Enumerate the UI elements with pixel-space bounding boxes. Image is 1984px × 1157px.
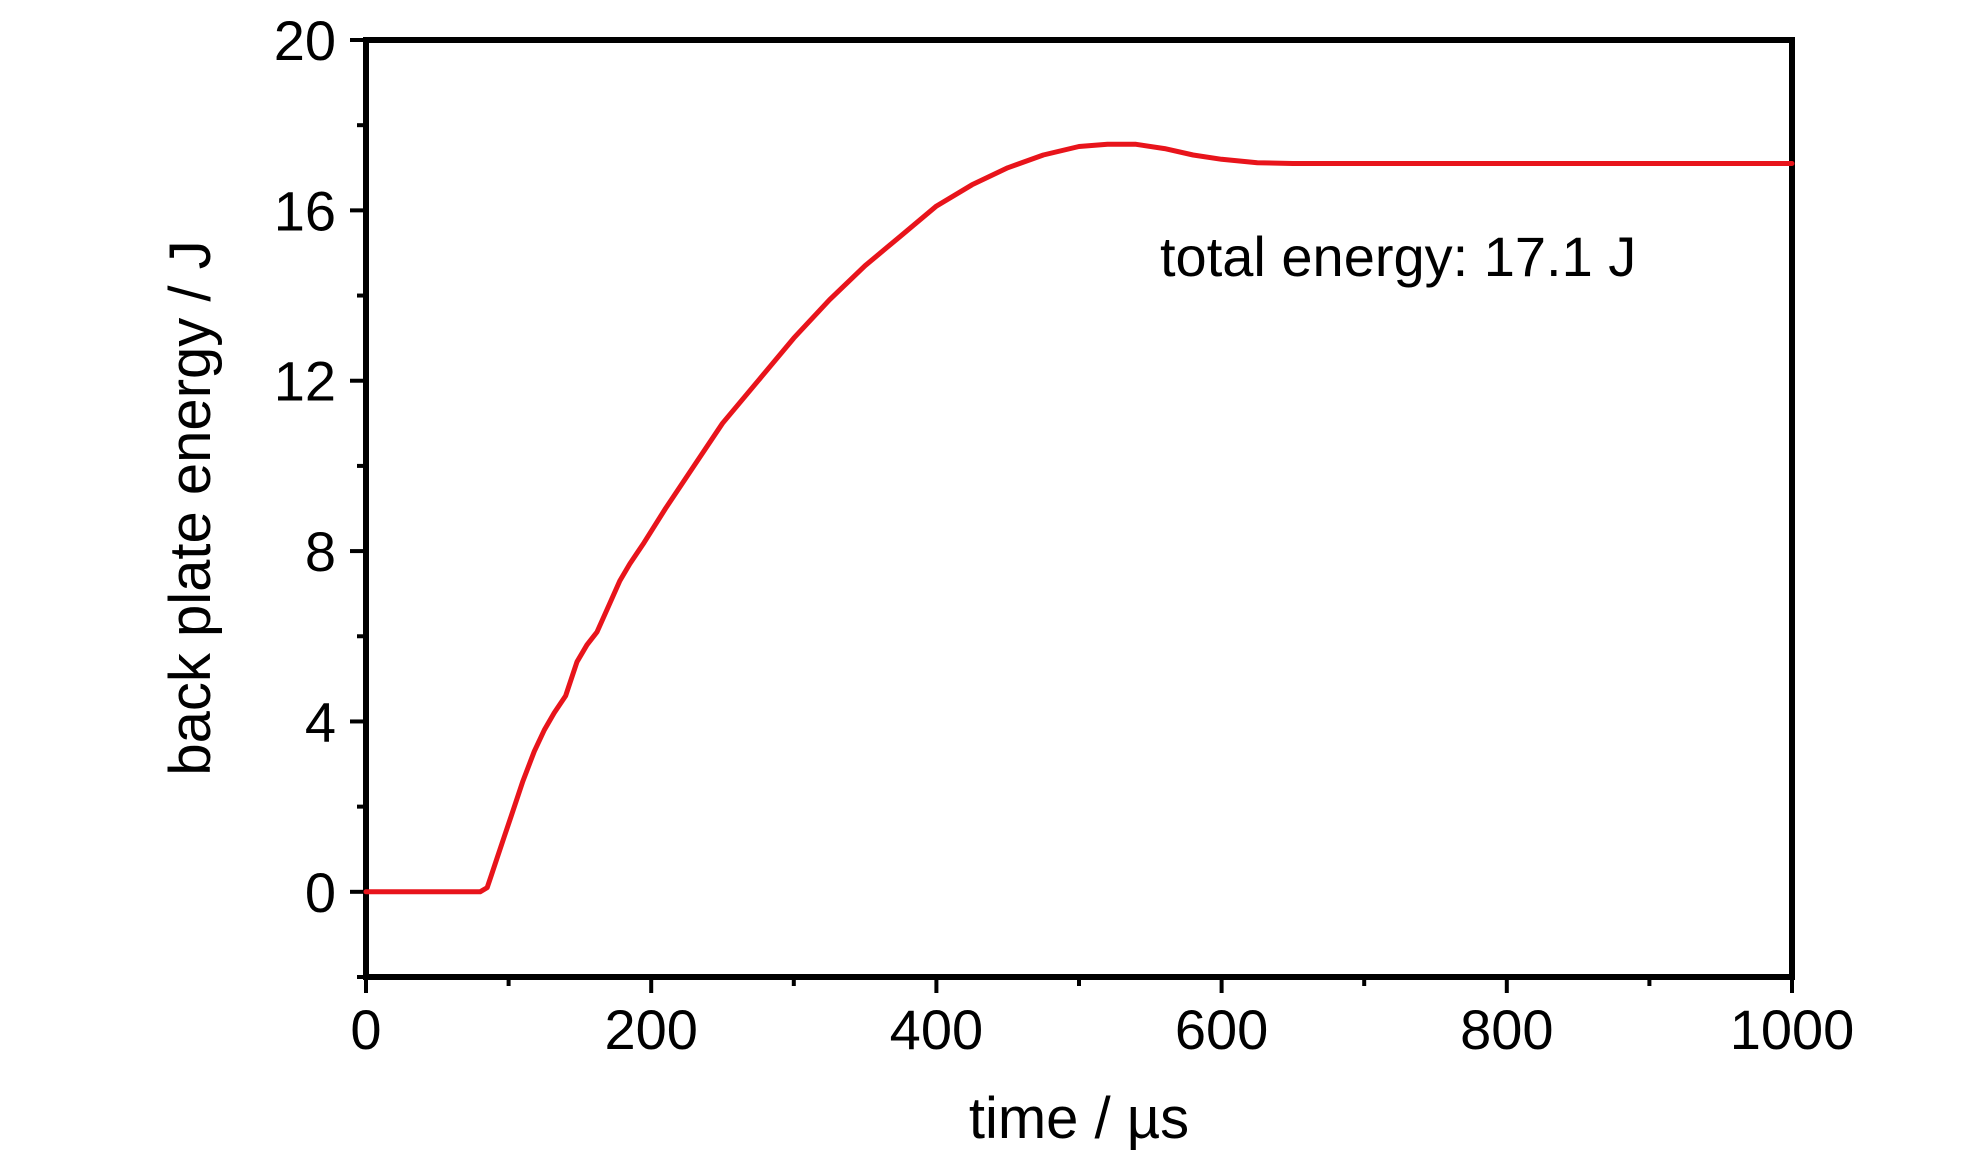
series-line	[363, 141, 1795, 895]
y-tick-label: 12	[274, 350, 336, 413]
x-axis-label: time / µs	[969, 1086, 1189, 1151]
y-tick-label: 0	[305, 861, 336, 924]
plot-frame	[363, 37, 1795, 980]
x-tick-label: 400	[890, 998, 983, 1061]
y-tick-label: 8	[305, 520, 336, 583]
x-tick-label: 200	[604, 998, 697, 1061]
y-tick-label: 4	[305, 690, 336, 753]
y-tick-label: 16	[274, 179, 336, 242]
y-axis-ticks: 0 4 8 12 16 20	[274, 9, 366, 979]
x-tick-label: 800	[1460, 998, 1553, 1061]
x-tick-label: 600	[1175, 998, 1268, 1061]
x-axis-ticks: 0 200 400 600 800 1000	[350, 977, 1854, 1061]
x-tick-label: 0	[350, 998, 381, 1061]
energy-annotation: total energy: 17.1 J	[1160, 225, 1636, 288]
y-tick-label: 20	[274, 9, 336, 72]
x-tick-label: 1000	[1730, 998, 1855, 1061]
y-axis-label: back plate energy / J	[158, 240, 223, 775]
